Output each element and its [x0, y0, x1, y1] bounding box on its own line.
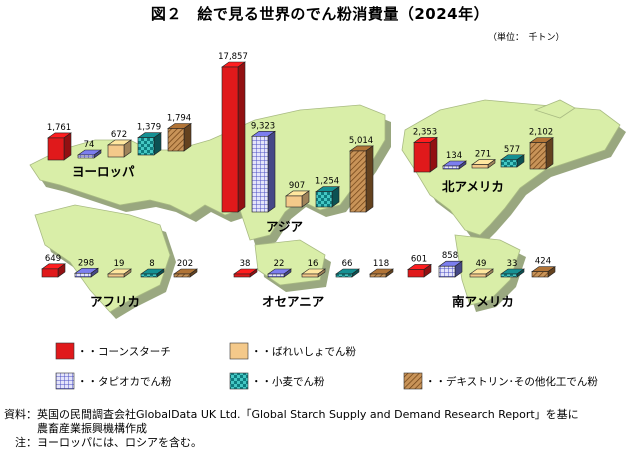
bar-tapioca: [438, 260, 463, 278]
bar-value-label: 16: [308, 259, 319, 269]
region-label: ヨーロッパ: [72, 164, 135, 179]
bar-value-label: 9,323: [251, 121, 275, 131]
bar-other: [369, 268, 394, 278]
bar-wheat: [140, 268, 165, 278]
region-label: 南アメリカ: [452, 294, 514, 309]
region-label: オセアニア: [262, 294, 324, 309]
legend-item-wheat: ・・小麦でん粉: [229, 372, 325, 390]
legend-label: ・・コーンスターチ: [77, 346, 171, 358]
bar-value-label: 858: [442, 251, 458, 261]
region-bars: 17,857 9,323 907 1,254 5,014: [218, 52, 374, 213]
bar-corn: [41, 263, 66, 278]
legend-label: ・・デキストリン･その他化工でん粉: [425, 375, 598, 388]
source-notes: 資料：英国の民間調査会社GlobalData UK Ltd.「Global St…: [4, 408, 638, 450]
bar-other: [173, 268, 198, 278]
bar-other: [349, 145, 374, 213]
legend-item-other: ・・デキストリン･その他化工でん粉: [403, 372, 598, 390]
bar-value-label: 202: [177, 259, 193, 269]
bar-wheat: [500, 154, 525, 168]
bar-value-label: 577: [504, 145, 520, 155]
bar-value-label: 298: [78, 258, 94, 268]
bar-value-label: 134: [446, 151, 462, 161]
bar-other: [167, 122, 192, 152]
legend-label: ・・タピオカでん粉: [77, 375, 172, 388]
bar-value-label: 118: [373, 259, 389, 269]
legend-swatch: [229, 342, 249, 360]
bar-value-label: 424: [535, 257, 551, 267]
bar-other: [529, 137, 554, 170]
bar-wheat: [137, 132, 162, 156]
region-bars: 2,353 134 271 577 2,102: [413, 127, 554, 173]
region-note: 注：ヨーロッパには、ロシアを含む。: [4, 436, 202, 449]
bar-tapioca: [77, 149, 102, 159]
bar-value-label: 601: [411, 254, 427, 264]
bar-value-label: 8: [149, 259, 154, 269]
bar-potato: [301, 268, 326, 278]
bar-tapioca: [442, 160, 467, 170]
bar-value-label: 672: [111, 130, 127, 140]
region-label: アフリカ: [90, 294, 140, 309]
bar-value-label: 17,857: [218, 52, 248, 62]
bar-value-label: 271: [475, 150, 491, 160]
bar-value-label: 1,761: [47, 123, 71, 133]
legend-item-potato: ・・ばれいしょでん粉: [229, 342, 356, 360]
legend-swatch: [229, 372, 249, 390]
bar-corn: [47, 132, 72, 161]
region-label: アジア: [266, 219, 303, 234]
bar-other: [531, 266, 556, 278]
chart-title: 図２ 絵で見る世界のでん粉消費量（2024年）: [150, 5, 490, 23]
legend: ・・コーンスターチ ・・ばれいしょでん粉・・タピオカでん粉 ・・小麦でん粉 ・・デキス…: [55, 342, 598, 390]
bar-tapioca: [267, 268, 292, 278]
region-bars: 38 22 16 66 118: [233, 259, 394, 278]
bar-value-label: 38: [240, 259, 251, 269]
bar-potato: [471, 159, 496, 169]
bar-value-label: 5,014: [349, 136, 373, 146]
bar-wheat: [315, 186, 340, 208]
legend-label: ・・小麦でん粉: [251, 375, 325, 388]
bar-value-label: 1,254: [315, 177, 339, 187]
bar-corn: [413, 136, 438, 173]
bar-value-label: 2,102: [529, 128, 553, 138]
bar-value-label: 33: [507, 259, 518, 269]
bar-value-label: 649: [45, 254, 61, 264]
bar-value-label: 66: [342, 259, 353, 269]
legend-swatch: [403, 372, 423, 390]
region-bars: 601 858 49 33 424: [407, 251, 556, 278]
source-note: 資料：英国の民間調査会社GlobalData UK Ltd.「Global St…: [4, 408, 579, 421]
legend-swatch: [55, 372, 75, 390]
bar-value-label: 2,353: [413, 127, 437, 137]
bar-potato: [469, 268, 494, 278]
bar-corn: [233, 268, 258, 278]
bar-value-label: 19: [114, 259, 125, 269]
bar-wheat: [335, 268, 360, 278]
bar-potato: [285, 190, 310, 208]
bar-value-label: 1,794: [167, 113, 191, 123]
region-bars: 1,761 74 672 1,379 1,794: [47, 113, 192, 161]
region-bars: 649 298 19 8 202: [41, 254, 198, 278]
bar-tapioca: [251, 130, 276, 213]
bar-groups: 1,761 74 672 1,379 1,794 17,857 9,323 907 1,254 5…: [41, 52, 556, 278]
legend-item-tapioca: ・・タピオカでん粉: [55, 372, 172, 390]
legend-item-corn: ・・コーンスターチ: [55, 342, 171, 360]
bar-potato: [107, 139, 132, 158]
bar-value-label: 49: [476, 259, 487, 269]
bar-value-label: 1,379: [137, 123, 161, 133]
legend-label: ・・ばれいしょでん粉: [251, 345, 356, 358]
unit-label: （単位： 千トン）: [488, 33, 565, 43]
bar-corn: [407, 263, 432, 278]
region-label: 北アメリカ: [442, 179, 504, 194]
bar-value-label: 74: [84, 140, 95, 150]
bar-value-label: 907: [289, 181, 305, 191]
bar-value-label: 22: [274, 259, 285, 269]
legend-swatch: [55, 342, 75, 360]
bar-tapioca: [74, 267, 99, 278]
bar-corn: [221, 61, 246, 213]
bar-potato: [107, 268, 132, 278]
bar-wheat: [500, 268, 525, 278]
source-note-continued: 農畜産業振興機構作成: [4, 422, 147, 435]
